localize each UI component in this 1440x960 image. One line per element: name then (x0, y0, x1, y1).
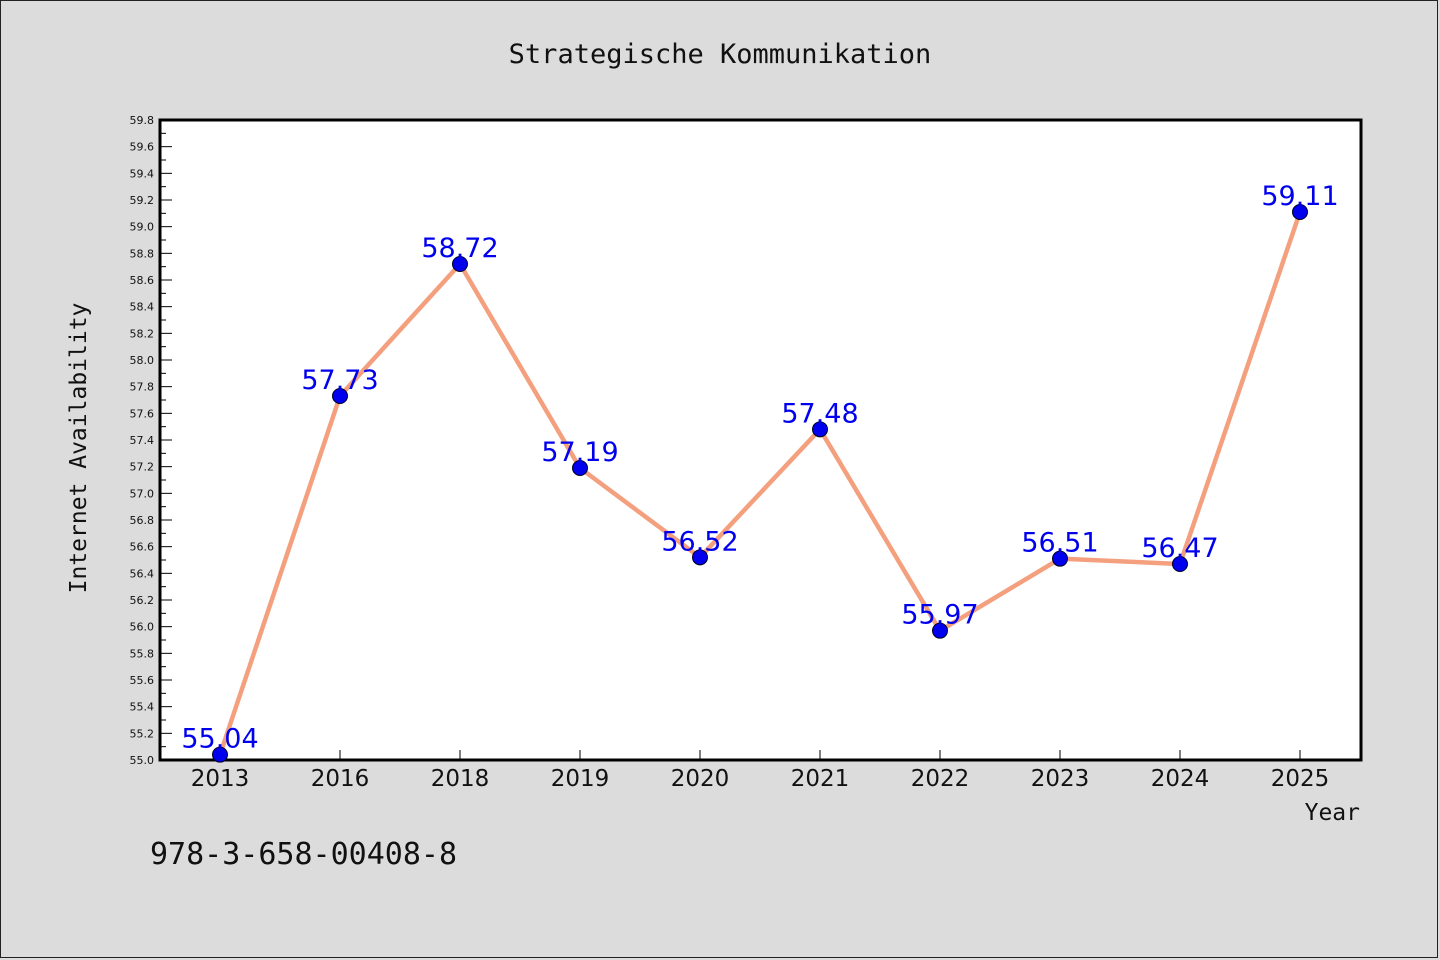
x-tick-label: 2018 (431, 766, 490, 792)
data-point (332, 388, 348, 404)
y-tick-label: 56.0 (130, 621, 155, 634)
y-tick-label: 59.0 (130, 221, 155, 234)
x-tick-label: 2025 (1271, 766, 1330, 792)
y-tick-label: 58.8 (130, 247, 155, 260)
isbn-text: 978-3-658-00408-8 (150, 837, 457, 872)
data-label: 57.48 (781, 398, 858, 429)
y-tick-label: 59.6 (130, 141, 155, 154)
data-label: 55.04 (181, 724, 258, 755)
y-tick-label: 55.2 (130, 727, 155, 740)
x-tick-label: 2021 (791, 766, 850, 792)
data-point (452, 256, 468, 272)
x-tick-label: 2016 (311, 766, 370, 792)
y-tick-label: 59.4 (130, 167, 155, 180)
data-point (1292, 204, 1308, 220)
y-tick-label: 56.6 (130, 541, 155, 554)
x-tick-label: 2022 (911, 766, 970, 792)
data-label: 58.72 (421, 233, 498, 264)
y-tick-label: 55.6 (130, 674, 155, 687)
y-tick-label: 56.8 (130, 514, 155, 527)
data-point (1172, 556, 1188, 572)
data-label: 57.19 (541, 437, 618, 468)
data-point (572, 460, 588, 476)
series-line-group (217, 209, 1303, 757)
y-tick-label: 59.8 (130, 114, 155, 127)
y-tick-label: 58.4 (130, 301, 155, 314)
x-tick-label: 2023 (1031, 766, 1090, 792)
y-tick-label: 55.0 (130, 754, 155, 767)
x-tick-label: 2019 (551, 766, 610, 792)
data-point (212, 746, 228, 763)
y-tick-label: 57.2 (130, 461, 155, 474)
y-tick-label: 55.4 (130, 701, 155, 714)
y-tick-label: 56.2 (130, 594, 155, 607)
data-point (1052, 550, 1068, 567)
plot-area (158, 118, 1363, 762)
data-label: 56.52 (661, 526, 738, 557)
x-tick-label: 2024 (1151, 766, 1210, 792)
data-label: 55.97 (901, 600, 978, 631)
x-axis: 2013 2016 2018 2019 2020 2021 2022 2023 2024 2025 (191, 750, 1330, 792)
data-label: 57.73 (301, 365, 378, 396)
y-tick-label: 58.6 (130, 274, 155, 287)
y-tick-label: 57.6 (130, 407, 155, 420)
markers-group (212, 204, 1308, 763)
data-point (812, 421, 828, 438)
y-tick-label: 59.2 (130, 194, 155, 207)
x-tick-label: 2020 (671, 766, 730, 792)
x-tick-label: 2013 (191, 766, 250, 792)
data-label: 56.51 (1021, 528, 1098, 559)
y-tick-label: 57.4 (130, 434, 155, 447)
y-tick-label: 57.0 (130, 487, 155, 500)
chart-title: Strategische Kommunikation (509, 39, 932, 70)
series-line (217, 209, 1303, 757)
y-tick-label: 55.8 (130, 647, 155, 660)
y-tick-label: 56.4 (130, 567, 155, 580)
y-tick-label: 58.0 (130, 354, 155, 367)
y-tick-label: 58.2 (130, 327, 155, 340)
y-axis-label: Internet Availability (66, 303, 92, 594)
x-axis-label: Year (1305, 800, 1360, 826)
data-point (932, 622, 948, 639)
data-labels-group: 55.04 57.73 58.72 57.19 56.52 57.48 55.97 56.51… (181, 181, 1338, 755)
y-tick-label: 57.8 (130, 381, 155, 394)
y-axis: 55.0 55.2 55.4 55.6 55.8 56.0 56.2 56.4 56.6 56.8… (130, 114, 172, 767)
data-label: 56.47 (1141, 533, 1218, 564)
data-label: 59.11 (1261, 181, 1338, 212)
data-point (692, 549, 708, 566)
